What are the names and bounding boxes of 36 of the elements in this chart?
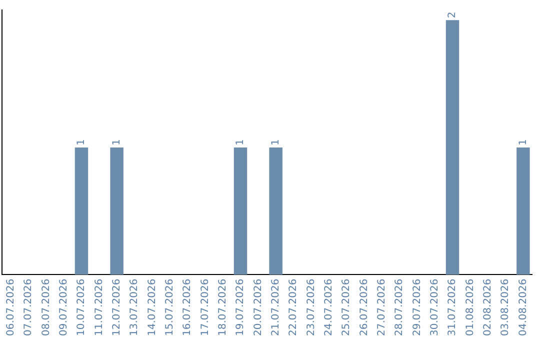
x-tick-label: 29.07.2026 [412, 278, 423, 336]
x-tick-label: 22.07.2026 [288, 278, 300, 336]
data-label: 1 [76, 139, 88, 146]
data-label: 1 [518, 139, 529, 146]
x-tick-label: 08.07.2026 [40, 278, 52, 336]
x-tick-label: 23.07.2026 [306, 278, 317, 336]
x-tick-label: 02.08.2026 [482, 278, 494, 336]
x-tick-label: 03.08.2026 [500, 278, 512, 336]
x-tick-label: 25.07.2026 [341, 278, 352, 336]
data-label: 2 [447, 12, 458, 18]
x-tick-label: 31.07.2026 [447, 278, 458, 336]
x-tick-label: 07.07.2026 [23, 278, 34, 336]
x-tick-label: 19.07.2026 [235, 278, 246, 336]
x-tick-label: 18.07.2026 [217, 278, 228, 336]
x-tick-label: 12.07.2026 [111, 278, 122, 336]
x-tick-label: 04.08.2026 [518, 278, 529, 336]
data-label: 1 [111, 139, 122, 146]
x-tick-label: 17.07.2026 [200, 278, 211, 336]
x-tick-label: 21.07.2026 [270, 278, 282, 336]
x-tick-label: 20.07.2026 [252, 278, 264, 336]
x-tick-label: 27.07.2026 [376, 278, 388, 336]
x-tick-label: 06.07.2026 [5, 278, 16, 336]
x-tick-label: 28.07.2026 [394, 278, 406, 336]
x-tick-label: 16.07.2026 [182, 278, 194, 336]
data-label: 1 [270, 139, 282, 146]
x-tick-label: 14.07.2026 [146, 278, 158, 336]
x-tick-label: 13.07.2026 [129, 278, 140, 336]
x-tick-label: 01.08.2026 [464, 278, 476, 336]
x-tick-label: 11.07.2026 [94, 278, 105, 336]
x-tick-label: 26.07.2026 [358, 278, 370, 336]
data-label: 1 [235, 139, 246, 146]
x-tick-label: 24.07.2026 [323, 278, 334, 336]
x-tick-label: 30.07.2026 [429, 278, 440, 336]
x-tick-label: 15.07.2026 [164, 278, 176, 336]
x-tick-label: 09.07.2026 [58, 278, 70, 336]
x-tick-label: 10.07.2026 [76, 278, 88, 336]
